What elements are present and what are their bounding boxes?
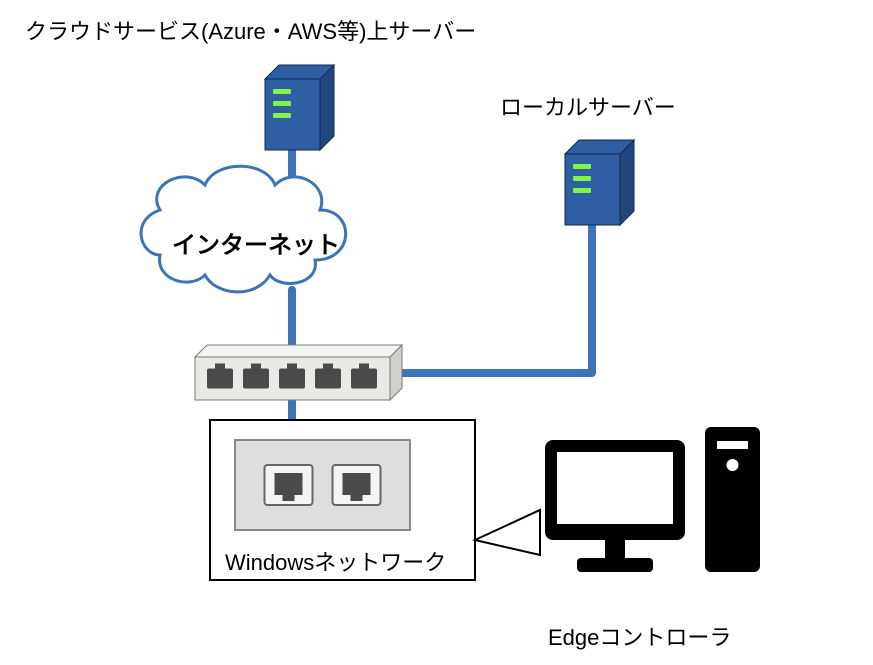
- diagram-stage: クラウドサービス(Azure・AWS等)上サーバー ローカルサーバー インターネ…: [0, 0, 873, 665]
- internet-label: インターネット: [172, 225, 340, 260]
- cloud-service-title: クラウドサービス(Azure・AWS等)上サーバー: [25, 14, 476, 46]
- windows-network-label: Windowsネットワーク: [225, 545, 446, 577]
- edge-controller-icon: [545, 427, 760, 572]
- local-server-label: ローカルサーバー: [500, 90, 676, 122]
- edge-controller-label: Edgeコントローラ: [548, 620, 731, 652]
